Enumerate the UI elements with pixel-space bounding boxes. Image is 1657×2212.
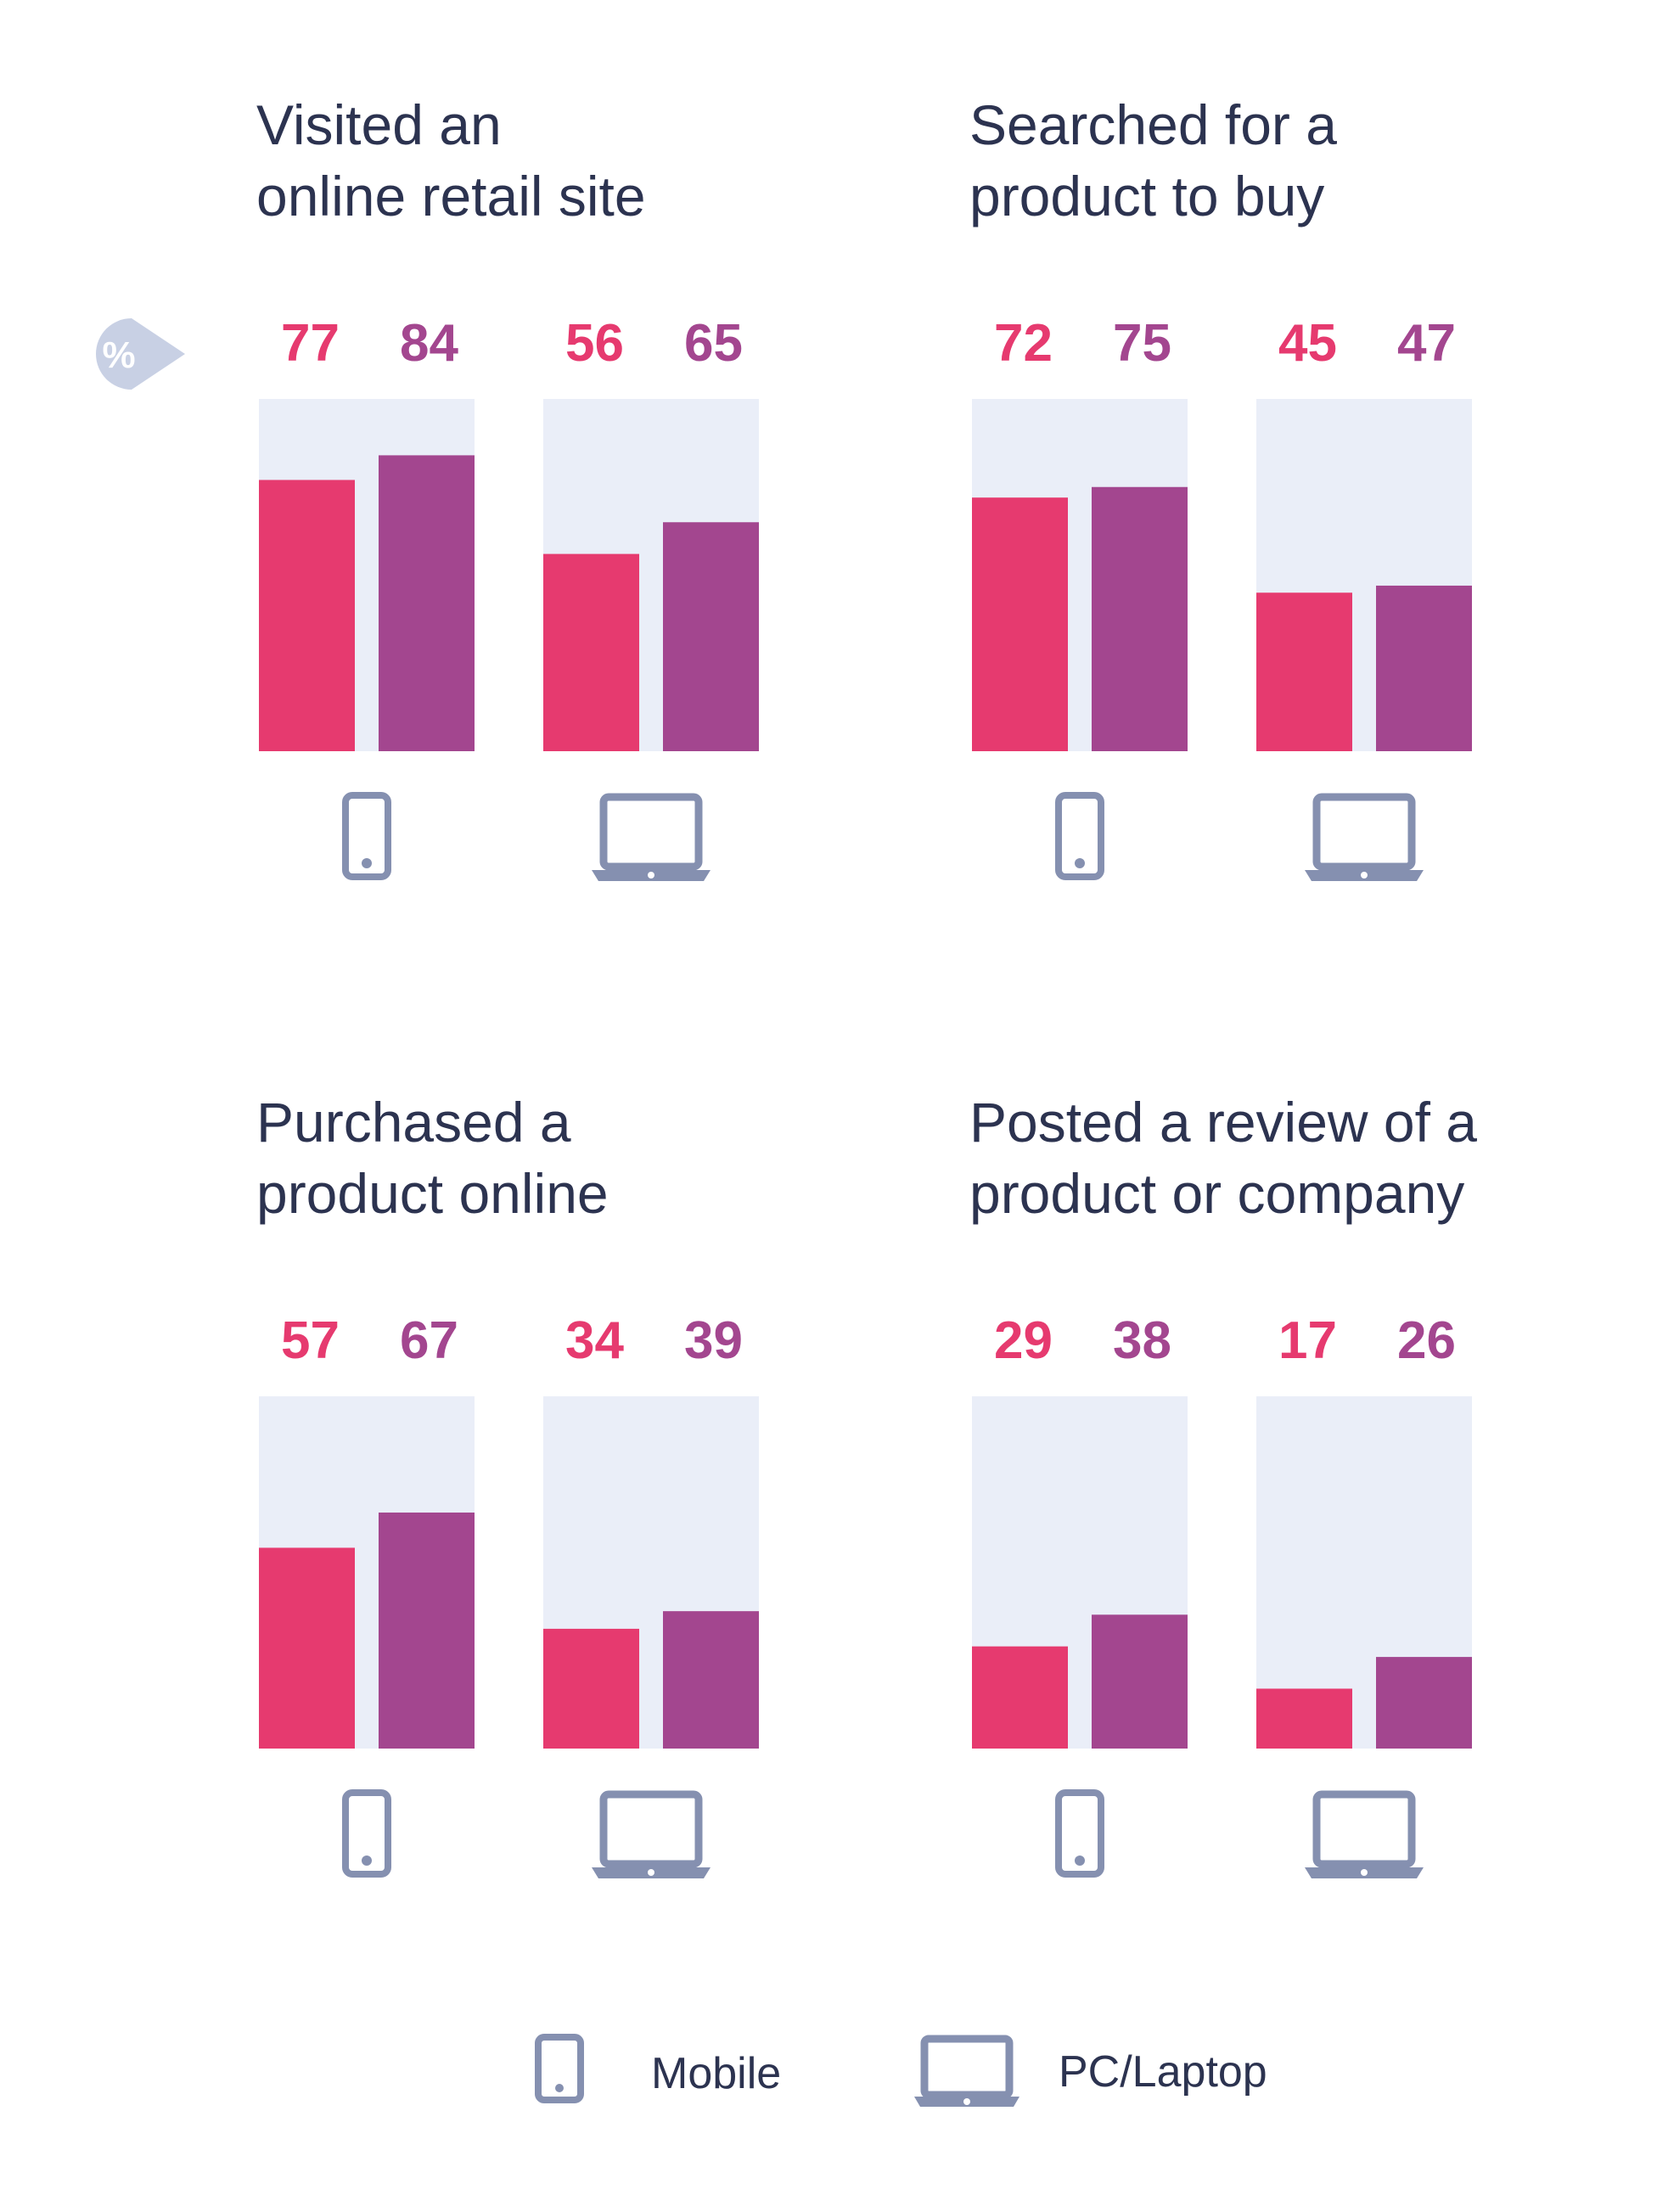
phone-icon-button [1075, 858, 1085, 868]
laptop-icon [592, 1790, 711, 1878]
legend-phone-icon [535, 2034, 584, 2103]
laptop-icon-screen [1312, 1790, 1416, 1868]
data-label: 38 [1113, 1311, 1171, 1370]
bar-group-pc-laptop: 17 26 [1256, 1311, 1472, 1878]
phone-icon [1055, 792, 1104, 880]
bar-mobile [972, 497, 1068, 751]
bar-group-pc-laptop: 45 47 [1256, 314, 1472, 881]
bar-pc-laptop [379, 455, 475, 751]
chart-title-line: product or company [969, 1162, 1464, 1225]
bar-mobile [259, 1547, 355, 1749]
bar-mobile [543, 553, 639, 751]
data-label: 77 [281, 314, 340, 373]
charts-layer: Visited an online retail site 77 84 56 65 Sear… [256, 93, 1477, 1878]
data-label: 57 [281, 1311, 340, 1370]
chart-title-line: online retail site [256, 165, 646, 227]
data-label: 72 [994, 314, 1053, 373]
chart-title-line: Purchased a [256, 1091, 571, 1154]
bar-group-pc-laptop: 56 65 [543, 314, 759, 881]
phone-icon [342, 792, 391, 880]
bar-group-mobile: 57 67 [259, 1311, 475, 1878]
chart-title-line: product online [256, 1162, 609, 1225]
chart-panel-1: Visited an online retail site 77 84 56 65 [256, 93, 759, 881]
chart-panel-3: Purchased a product online 57 67 34 39 [256, 1091, 759, 1878]
bar-mobile [543, 1628, 639, 1749]
bar-pc-laptop [1092, 486, 1188, 751]
chart-title-line: product to buy [969, 165, 1324, 227]
laptop-icon-dot [1361, 872, 1368, 879]
bar-pc-laptop [379, 1512, 475, 1749]
data-label: 84 [400, 314, 458, 373]
bar-group-mobile: 77 84 [259, 314, 475, 880]
chart-panel-4: Posted a review of a product or company 29… [969, 1091, 1477, 1878]
bar-group-mobile: 72 75 [972, 314, 1188, 880]
laptop-icon [1305, 1790, 1424, 1878]
data-label: 65 [684, 314, 743, 373]
bar-pc-laptop [663, 522, 759, 751]
laptop-icon-screen [599, 793, 703, 871]
bar-mobile [1256, 1688, 1352, 1749]
bar-group-mobile: 29 38 [972, 1311, 1188, 1878]
bar-group-pc-laptop: 34 39 [543, 1311, 759, 1878]
percent-badge: % [96, 318, 185, 390]
bar-pc-laptop [1092, 1614, 1188, 1749]
data-label: 26 [1397, 1311, 1456, 1370]
percent-badge-label: % [102, 334, 135, 376]
laptop-icon [592, 793, 711, 881]
bar-pc-laptop [1376, 585, 1472, 751]
data-label: 39 [684, 1311, 743, 1370]
legend-label-mobile: Mobile [651, 2049, 781, 2098]
data-label: 45 [1278, 314, 1337, 373]
phone-icon [1055, 1789, 1104, 1878]
bar-mobile [1256, 592, 1352, 751]
chart-title-line: Posted a review of a [969, 1091, 1477, 1154]
bar-mobile [972, 1646, 1068, 1749]
legend-label-pc-laptop: PC/Laptop [1059, 2047, 1267, 2097]
data-label: 34 [565, 1311, 624, 1370]
chart-panel-2: Searched for a product to buy 72 75 45 47 [969, 93, 1472, 881]
chart-title-line: Searched for a [969, 93, 1337, 156]
phone-icon-button [1075, 1855, 1085, 1866]
laptop-icon-dot [648, 872, 654, 879]
data-label: 75 [1113, 314, 1171, 373]
phone-icon-body [1055, 792, 1104, 880]
phone-icon-body [1055, 1789, 1104, 1878]
laptop-icon-screen [1312, 793, 1416, 871]
data-label: 17 [1278, 1311, 1337, 1370]
phone-icon [342, 1789, 391, 1878]
laptop-icon-dot [1361, 1869, 1368, 1876]
bar-pc-laptop [1376, 1657, 1472, 1749]
data-label: 56 [565, 314, 624, 373]
legend-laptop-icon [914, 2035, 1019, 2107]
phone-icon-body [342, 792, 391, 880]
laptop-icon [1305, 793, 1424, 881]
bar-pc-laptop [663, 1611, 759, 1749]
data-label: 47 [1397, 314, 1456, 373]
bar-mobile [259, 480, 355, 751]
phone-icon-button [362, 1855, 372, 1866]
laptop-icon-screen [599, 1790, 703, 1868]
laptop-icon-dot [648, 1869, 654, 1876]
phone-icon-body [342, 1789, 391, 1878]
chart-title-line: Visited an [256, 93, 502, 156]
legend: Mobile PC/Laptop [535, 2034, 1267, 2107]
data-label: 67 [400, 1311, 458, 1370]
data-label: 29 [994, 1311, 1053, 1370]
phone-icon-button [362, 858, 372, 868]
